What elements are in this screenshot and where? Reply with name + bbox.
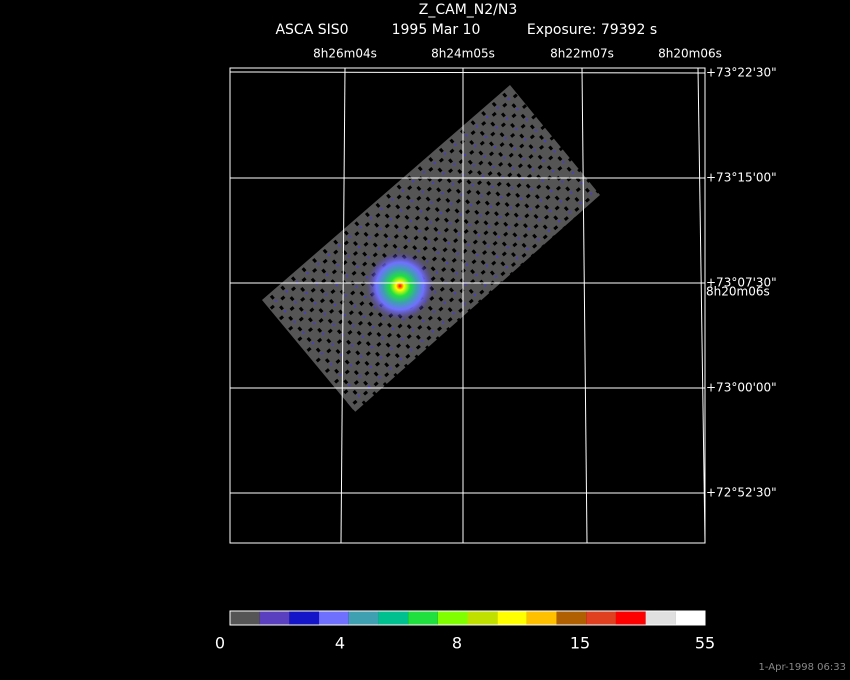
timestamp: 1-Apr-1998 06:33 [759,662,846,673]
colorbar-frame [229,610,706,626]
colorbar-label: 8 [452,634,462,653]
ra-label: 8h26m04s [313,47,377,61]
ra-grid-line [697,67,706,544]
ra-label: 8h20m06s [658,47,722,61]
exposure-region [262,85,600,412]
colorbar-swatch [348,611,379,625]
colorbar-label: 0 [215,634,225,653]
dec-label: +73°15'00" [706,171,777,185]
title: Z_CAM_N2/N3 [419,2,518,18]
colorbar-swatch [645,611,676,625]
colorbar-swatch [615,611,646,625]
exposure: Exposure: 79392 s [527,22,657,38]
colorbar-swatch [378,611,409,625]
colorbar-swatch [586,611,616,625]
dec-label: +73°22'30" [706,66,777,80]
colorbar-swatch [497,611,527,625]
colorbar-swatch [408,611,438,625]
overlap-label: 8h20m06s [706,285,770,299]
colorbar-swatch [526,611,557,625]
colorbar-swatch [675,611,705,625]
colorbar-swatch [556,611,587,625]
dec-grid-line [229,71,706,74]
colorbar-swatch [289,611,320,625]
colorbar-swatch [467,611,498,625]
ra-label: 8h22m07s [550,47,614,61]
colorbar-swatch [230,611,260,625]
dec-label: +72°52'30" [706,486,777,500]
source [366,252,434,320]
colorbar-label: 55 [695,634,715,653]
obs-date: 1995 Mar 10 [392,22,481,38]
colorbar-swatch [259,611,290,625]
ra-label: 8h24m05s [431,47,495,61]
colorbar-label: 4 [335,634,345,653]
dec-label: +73°07'30" [706,276,777,290]
colorbar-swatch [437,611,468,625]
frame [229,67,706,544]
colorbar-label: 15 [570,634,590,653]
ra-grid-line [340,67,346,544]
dec-label: +73°00'00" [706,381,777,395]
colorbar-swatch [319,611,349,625]
instrument: ASCA SIS0 [275,22,348,38]
ra-grid-line [581,67,588,544]
